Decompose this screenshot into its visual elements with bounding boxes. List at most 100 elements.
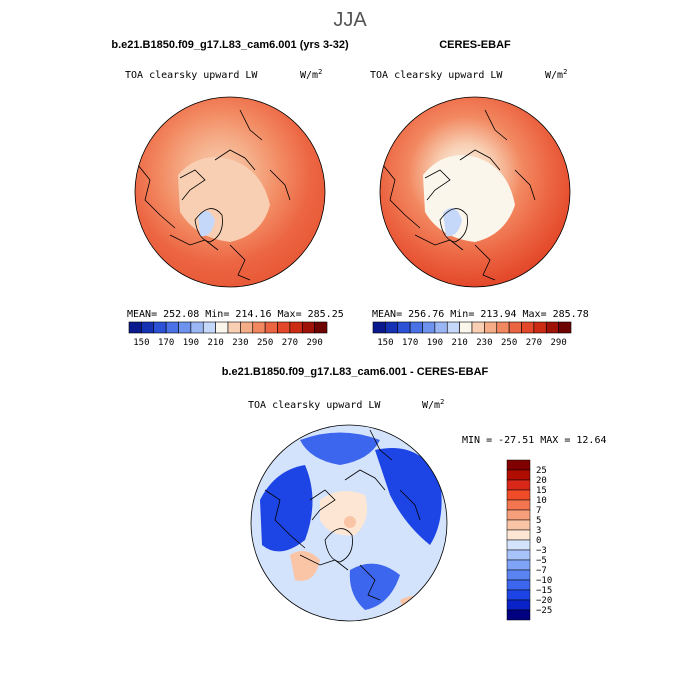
colorbar-swatch (446, 321, 460, 334)
panel-model-variable: TOA clearsky upward LW (125, 70, 258, 81)
panel-diff-map-border (250, 424, 448, 622)
colorbar-swatch (128, 321, 142, 334)
colorbar-swatch (545, 321, 559, 334)
map-contour-pos (344, 516, 356, 528)
colorbar-swatch (301, 321, 315, 334)
colorbar-tick-label: 230 (476, 338, 492, 348)
colorbar-swatch (471, 321, 485, 334)
panel-obs-map-border (379, 96, 571, 288)
colorbar-tick-label: 290 (550, 338, 566, 348)
colorbar-swatch (506, 589, 531, 601)
colorbar-tick-label: 150 (377, 338, 393, 348)
panel-model-units: W/m2 (300, 68, 322, 81)
panel-obs-map (380, 97, 570, 287)
map-contour-neg-mid (300, 432, 380, 465)
colorbar-swatch (397, 321, 411, 334)
colorbar-swatch (506, 499, 531, 511)
map-contour-pos (290, 551, 320, 581)
colorbar-swatch (484, 321, 498, 334)
colorbar-swatch (227, 321, 241, 334)
colorbar-model: 150 170 190 210 230 250 270 290 (128, 321, 328, 348)
map-coastline-1 (137, 109, 291, 281)
colorbar-swatch (558, 321, 572, 334)
colorbar-tick-label: 190 (427, 338, 443, 348)
panel-diff-title: b.e21.B1850.f09_g17.L83_cam6.001 - CERES… (222, 366, 489, 378)
colorbar-swatch (506, 539, 531, 551)
map-coastline-2 (194, 208, 223, 243)
panel-model-stats: MEAN= 252.08 Min= 214.16 Max= 285.25 (127, 309, 344, 320)
colorbar-swatch (277, 321, 291, 334)
map-contour-neg-mid (349, 563, 400, 610)
colorbar-swatch (506, 559, 531, 571)
colorbar-swatch (409, 321, 423, 334)
colorbar-tick-label: 20 (536, 476, 547, 486)
panel-model-map (135, 97, 325, 287)
panel-obs-variable: TOA clearsky upward LW (370, 70, 503, 81)
map-contour-neg-large (375, 448, 442, 545)
panel-obs-title: CERES-EBAF (439, 39, 511, 51)
colorbar-tick-label: −3 (536, 546, 547, 556)
colorbar-swatch (506, 469, 531, 481)
colorbar-tick-label: 150 (133, 338, 149, 348)
colorbar-swatch (264, 321, 278, 334)
colorbar-tick-label: 170 (402, 338, 418, 348)
map-coastline-1 (382, 109, 536, 281)
colorbar-swatch (506, 549, 531, 561)
colorbar-tick-label: 230 (232, 338, 248, 348)
colorbar-tick-label: 7 (536, 506, 541, 516)
colorbar-swatch (506, 529, 531, 541)
colorbar-swatch (190, 321, 204, 334)
colorbar-tick-label: 5 (536, 516, 541, 526)
colorbar-swatch (506, 479, 531, 491)
panel-obs-stats: MEAN= 256.76 Min= 213.94 Max= 285.78 (372, 309, 589, 320)
panel-model-map-border (134, 96, 326, 288)
colorbar-tick-label: 270 (282, 338, 298, 348)
colorbar-tick-label: −10 (536, 576, 552, 586)
colorbar-tick-label: 3 (536, 526, 541, 536)
colorbar-swatch (314, 321, 328, 334)
map-contour-neg-large (260, 465, 313, 552)
colorbar-swatch (153, 321, 167, 334)
colorbar-swatch (434, 321, 448, 334)
colorbar-swatch (240, 321, 254, 334)
panel-model: b.e21.B1850.f09_g17.L83_cam6.001 (yrs 3-… (111, 39, 349, 348)
colorbar-swatch (385, 321, 399, 334)
colorbar-swatch (372, 321, 386, 334)
map-contour-pos (400, 596, 430, 616)
colorbar-obs: 150 170 190 210 230 250 270 290 (372, 321, 572, 348)
colorbar-swatch (506, 489, 531, 501)
panel-diff: b.e21.B1850.f09_g17.L83_cam6.001 - CERES… (222, 366, 607, 622)
colorbar-tick-label: 25 (536, 466, 547, 476)
panel-obs: CERES-EBAF TOA clearsky upward LW W/m2 M… (370, 39, 589, 348)
map-coastline-2 (439, 208, 468, 243)
map-coastline-2 (324, 528, 353, 563)
colorbar-tick-label: 250 (501, 338, 517, 348)
colorbar-swatch (506, 509, 531, 521)
colorbar-tick-label: 250 (257, 338, 273, 348)
panel-model-title: b.e21.B1850.f09_g17.L83_cam6.001 (yrs 3-… (111, 39, 349, 51)
colorbar-swatch (215, 321, 229, 334)
colorbar-tick-label: 190 (183, 338, 199, 348)
colorbar-swatch (521, 321, 535, 334)
colorbar-tick-label: −25 (536, 606, 552, 616)
panel-diff-stats: MIN = -27.51 MAX = 12.64 (462, 435, 607, 446)
colorbar-swatch (506, 609, 531, 621)
colorbar-tick-label: −20 (536, 596, 552, 606)
map-contour-greenland (443, 207, 462, 237)
colorbar-swatch (178, 321, 192, 334)
panel-diff-map (251, 425, 447, 621)
suptitle: JJA (333, 9, 367, 31)
colorbar-swatch (533, 321, 547, 334)
colorbar-swatch (506, 599, 531, 611)
colorbar-swatch (422, 321, 436, 334)
colorbar-tick-label: −7 (536, 566, 547, 576)
colorbar-swatch (506, 579, 531, 591)
colorbar-tick-label: 15 (536, 486, 547, 496)
colorbar-tick-label: 170 (158, 338, 174, 348)
colorbar-tick-label: −15 (536, 586, 552, 596)
colorbar-swatch (202, 321, 216, 334)
colorbar-swatch (496, 321, 510, 334)
colorbar-tick-label: 10 (536, 496, 547, 506)
